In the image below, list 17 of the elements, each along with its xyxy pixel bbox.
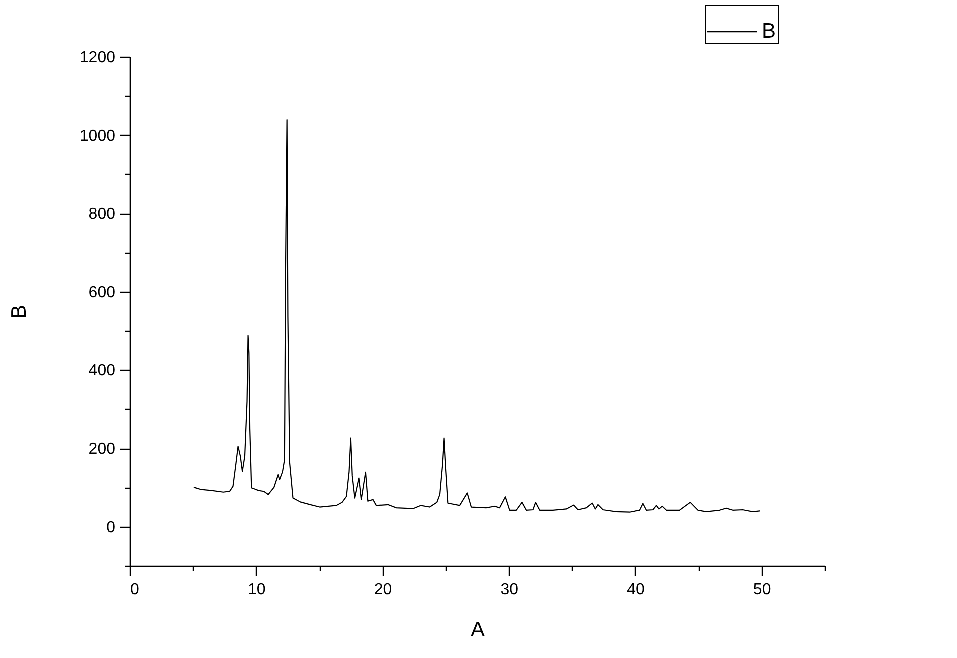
y-tick-label: 800 (88, 206, 116, 224)
y-tick-label: 1200 (80, 50, 116, 66)
y-tick-label: 0 (106, 519, 116, 536)
line-series (194, 119, 760, 513)
x-tick-label: 40 (627, 582, 645, 598)
x-tick-label: 20 (374, 582, 392, 598)
x-tick-label: 0 (130, 582, 140, 598)
x-tick-label: 30 (500, 582, 519, 598)
y-tick-label: 400 (88, 362, 116, 380)
y-tick-label: 1000 (80, 128, 116, 145)
x-axis-title: A (470, 618, 486, 642)
x-tick-label: 50 (753, 582, 772, 598)
y-tick-label: 600 (88, 284, 116, 302)
y-tick-label: 200 (88, 441, 116, 458)
legend-label: B (762, 20, 776, 43)
x-tick-label: 10 (248, 582, 266, 598)
y-axis-title: B (8, 304, 31, 320)
